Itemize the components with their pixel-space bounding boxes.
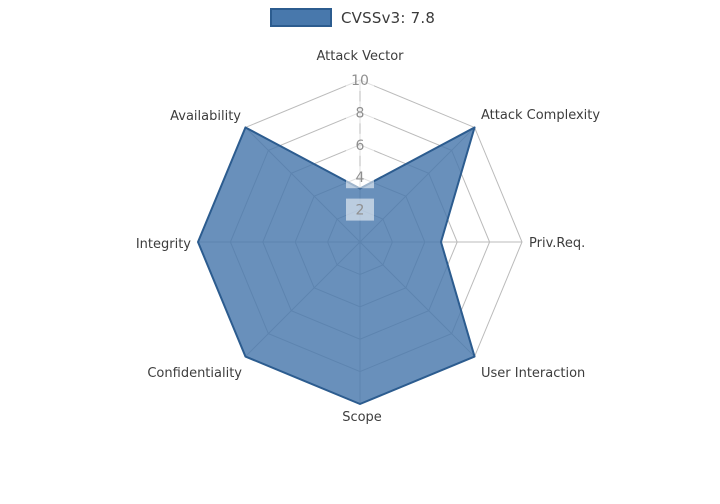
axis-label-confidentiality: Confidentiality (147, 366, 242, 381)
radar-grid: 2 4 6 8 10 (197, 69, 523, 405)
radial-tick-box (346, 101, 374, 124)
radial-tick-label: 10 (351, 73, 369, 89)
series-polygon-cvssv3 (197, 126, 476, 405)
axis-label-availability: Availability (170, 109, 241, 124)
radial-tick-label: 2 (356, 203, 365, 219)
axis-label-priv-req: Priv.Req. (529, 236, 585, 251)
radial-tick-box (346, 133, 374, 156)
axis-label-scope: Scope (342, 410, 382, 425)
axis-labels: Attack Vector Attack Complexity Priv.Req… (136, 49, 601, 425)
radial-tick-box (346, 198, 374, 221)
legend: CVSSv3: 7.8 (270, 8, 435, 27)
radial-tick-box (346, 166, 374, 189)
legend-label: CVSSv3: 7.8 (341, 8, 436, 27)
legend-swatch (270, 8, 332, 27)
radial-tick-label: 4 (356, 170, 365, 186)
radial-tick-box (346, 69, 374, 91)
axis-label-integrity: Integrity (136, 237, 191, 252)
axis-label-user-interaction: User Interaction (481, 366, 585, 381)
radial-tick-label: 8 (356, 105, 365, 121)
axis-label-attack-complexity: Attack Complexity (481, 108, 600, 123)
axis-label-attack-vector: Attack Vector (316, 49, 404, 64)
radial-tick-label: 6 (356, 138, 365, 154)
